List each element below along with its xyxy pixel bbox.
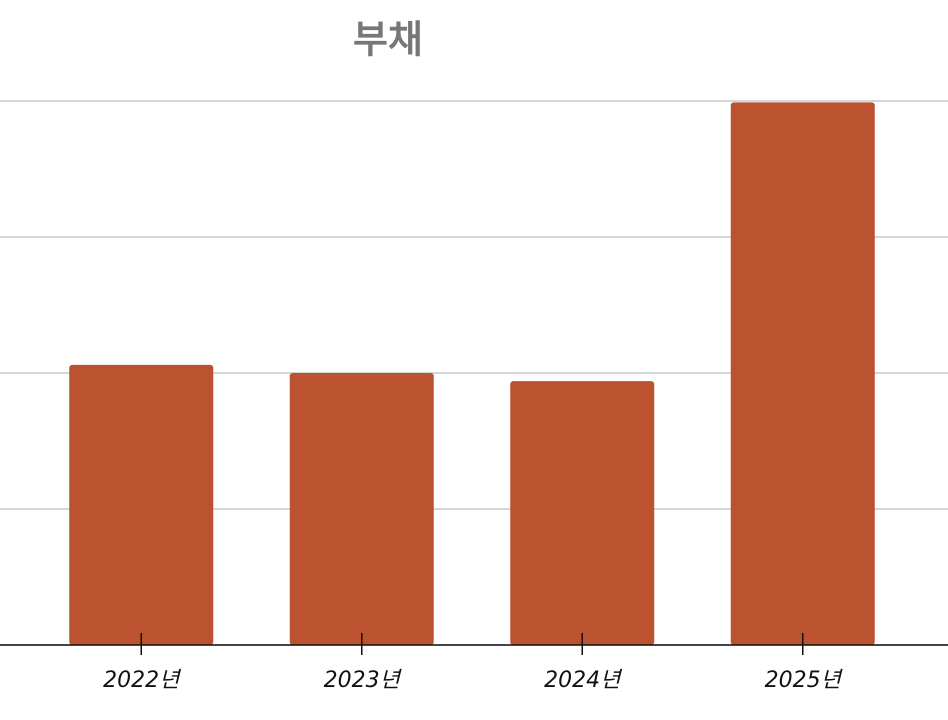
x-tick-label: 2022년 xyxy=(103,668,182,693)
x-tick-label: 2024년 xyxy=(544,668,623,693)
bar xyxy=(510,381,655,645)
bar xyxy=(69,364,214,645)
bar xyxy=(289,373,434,645)
x-tick-label: 2023년 xyxy=(324,668,403,693)
chart-title: 부채 xyxy=(353,18,423,62)
x-tick-label: 2025년 xyxy=(765,668,844,693)
bar xyxy=(730,102,875,646)
